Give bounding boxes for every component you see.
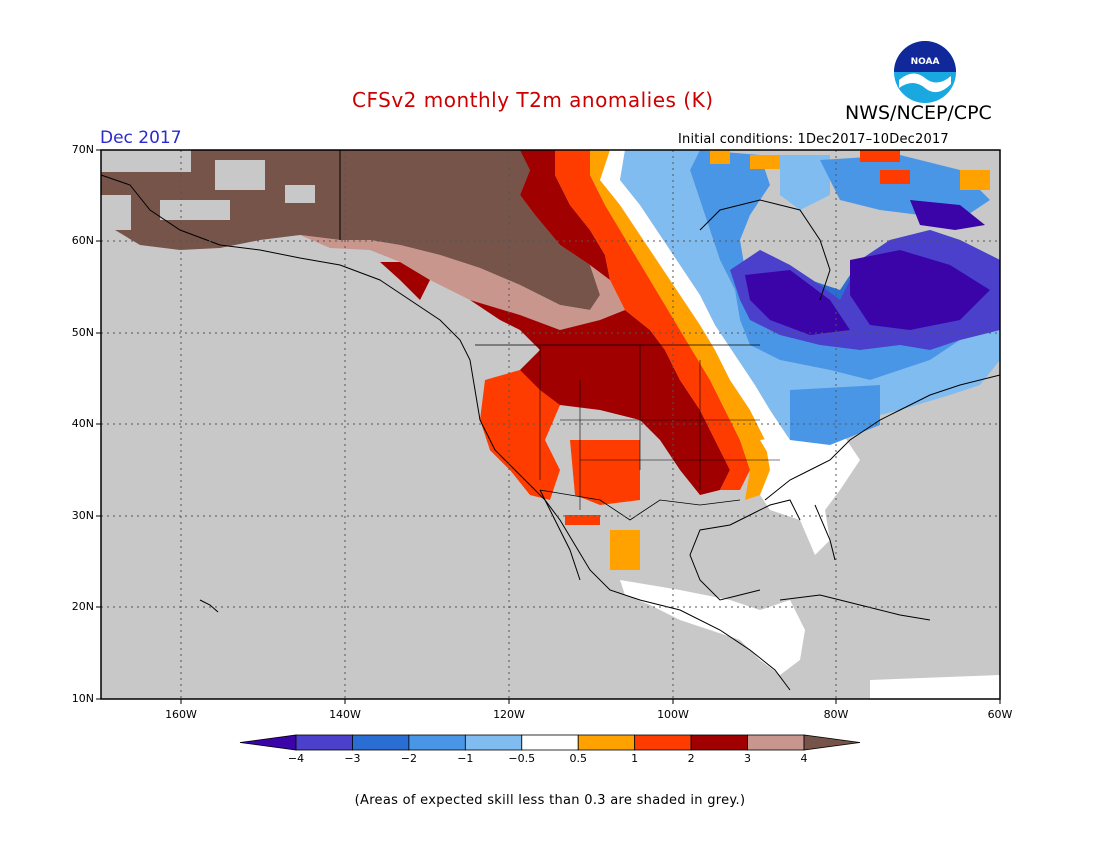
axis-ticks <box>96 149 1001 704</box>
anomaly-shading <box>101 150 1000 699</box>
coastlines <box>100 150 1001 691</box>
region-1to2 <box>555 150 750 490</box>
svg-text:NOAA: NOAA <box>911 57 940 67</box>
lon-label: 80W <box>823 708 849 721</box>
colorbar-segment <box>577 734 636 751</box>
colorbar-tick-label: 3 <box>744 752 752 765</box>
colorbar-tick-label: 4 <box>800 752 808 765</box>
colorbar-segment <box>239 734 297 751</box>
colorbar-segment <box>690 734 748 751</box>
lon-label: 160W <box>165 708 197 721</box>
colorbar-segment <box>464 734 523 751</box>
colorbar-tick-label: 1 <box>631 752 639 765</box>
region-neg05to1 <box>620 150 1000 440</box>
chart-title: CFSv2 monthly T2m anomalies (K) <box>352 88 714 112</box>
region-05to1 <box>590 150 770 500</box>
graticule <box>101 150 1000 699</box>
colorbar-segment <box>521 734 579 751</box>
lon-label: 140W <box>329 708 361 721</box>
lat-label: 70N <box>71 143 94 156</box>
region-neutral <box>600 150 800 510</box>
skill-footnote: (Areas of expected skill less than 0.3 a… <box>354 793 746 808</box>
region-3to4 <box>300 235 625 330</box>
lat-label: 10N <box>71 692 94 705</box>
colorbar-tick-label: −2 <box>400 752 417 765</box>
colorbar-segment <box>634 734 692 751</box>
agency-label: NWS/NCEP/CPC <box>845 102 992 124</box>
colorbar-tick-label: −4 <box>287 752 305 765</box>
colorbar <box>239 734 861 751</box>
colorbar-segment <box>747 734 805 751</box>
region-2to3 <box>380 150 730 495</box>
lon-label: 60W <box>987 708 1013 721</box>
colorbar-tick-label: −0.5 <box>508 752 536 765</box>
lat-label: 30N <box>71 509 94 522</box>
colorbar-tick-label: 2 <box>687 752 695 765</box>
lat-label: 40N <box>71 417 94 430</box>
colorbar-segment <box>803 734 861 751</box>
colorbar-segment <box>408 734 466 751</box>
lon-label: 120W <box>493 708 525 721</box>
colorbar-segment <box>352 734 410 751</box>
lat-label: 20N <box>71 600 94 613</box>
colorbar-segment <box>295 734 353 751</box>
lon-label: 100W <box>657 708 689 721</box>
initial-conditions: Initial conditions: 1Dec2017–10Dec2017 <box>678 132 949 147</box>
colorbar-tick-label: −3 <box>344 752 361 765</box>
colorbar-tick-label: −1 <box>457 752 474 765</box>
lat-label: 50N <box>71 326 94 339</box>
noaa-logo: NOAA <box>894 41 956 103</box>
colorbar-tick-label: 0.5 <box>569 752 587 765</box>
lat-label: 60N <box>71 234 94 247</box>
valid-month: Dec 2017 <box>100 128 182 148</box>
